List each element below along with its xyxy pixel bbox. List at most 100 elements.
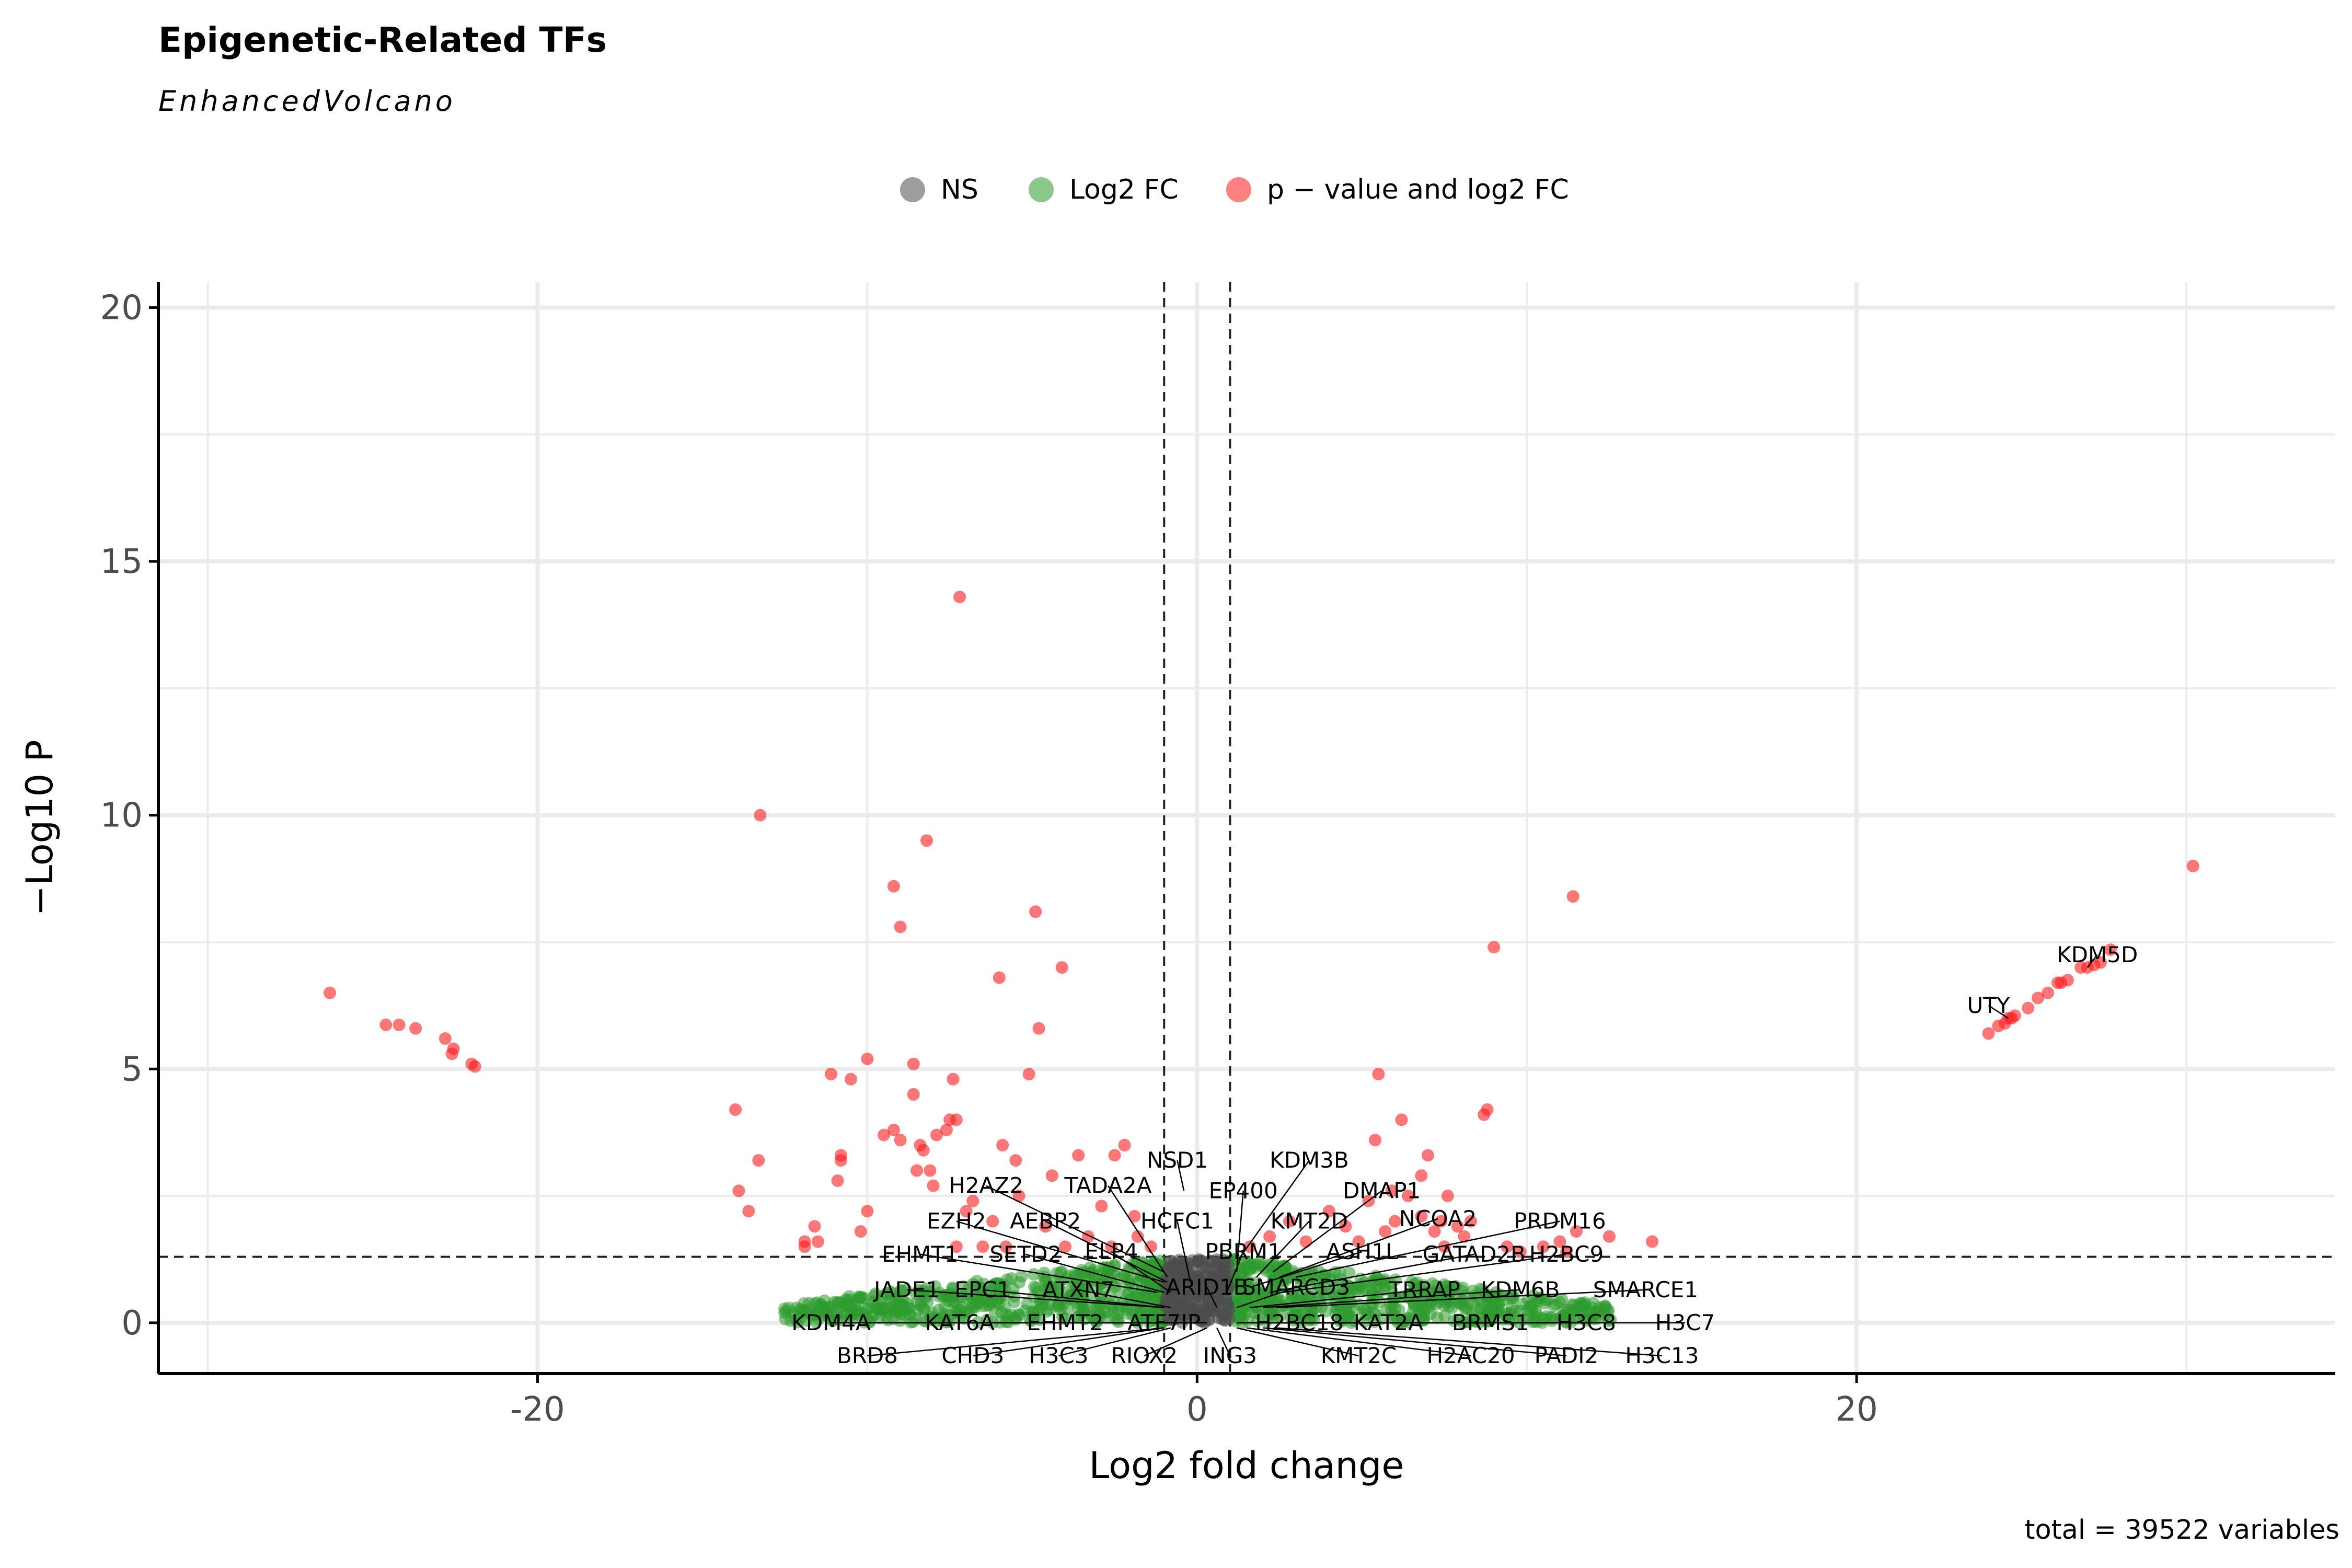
significant-point xyxy=(996,1138,1009,1151)
significant-point xyxy=(1009,1154,1022,1167)
significant-point xyxy=(1385,1184,1398,1197)
log2fc-point xyxy=(909,1312,922,1325)
significant-point xyxy=(1108,1149,1121,1162)
legend-item-ns: NS xyxy=(900,166,978,213)
label-connector xyxy=(1269,1253,1474,1293)
label-connector xyxy=(983,1289,1165,1308)
gene-label: UTY xyxy=(1967,993,2010,1018)
significant-point xyxy=(393,1018,406,1031)
significant-point xyxy=(1451,1220,1464,1233)
log2fc-point xyxy=(971,1274,984,1287)
significant-point xyxy=(953,591,966,604)
significant-point xyxy=(950,1113,963,1126)
significant-point xyxy=(1566,890,1579,903)
x-tick-label: 20 xyxy=(1835,1390,1877,1429)
log2fc-point xyxy=(959,1288,972,1301)
log2fc-point xyxy=(1294,1271,1307,1284)
log2fc-point xyxy=(1113,1284,1126,1297)
x-tick-label: -20 xyxy=(510,1390,565,1429)
significant-point xyxy=(2032,991,2045,1005)
significant-point xyxy=(1072,1149,1085,1162)
caption: total = 39522 variables xyxy=(2024,1515,2339,1546)
label-connector xyxy=(1045,1220,1168,1283)
significant-point xyxy=(2104,943,2117,956)
gene-label: EHMT1 xyxy=(882,1241,959,1267)
significant-point xyxy=(1481,1103,1494,1116)
gene-label: CHD3 xyxy=(941,1343,1004,1368)
significant-point xyxy=(1435,1215,1448,1228)
label-connector xyxy=(1078,1289,1171,1308)
label-connector xyxy=(1216,1328,1231,1356)
significant-point xyxy=(1458,1230,1471,1243)
significant-point xyxy=(1131,1230,1144,1243)
log2fc-point xyxy=(877,1289,890,1302)
significant-point xyxy=(861,1052,874,1065)
gene-label: KDM5D xyxy=(2057,942,2138,967)
log2fc-point xyxy=(1362,1307,1375,1320)
significant-point xyxy=(732,1184,745,1197)
significant-point xyxy=(894,920,907,933)
ns-point xyxy=(1159,1293,1172,1306)
log2fc-point xyxy=(790,1301,803,1315)
log2fc-point xyxy=(1371,1272,1384,1285)
log2fc-point xyxy=(1312,1287,1325,1300)
log2fc-point xyxy=(1521,1293,1535,1306)
log2fc-point xyxy=(843,1290,856,1303)
log2fc-point xyxy=(1231,1294,1244,1307)
label-connector xyxy=(1276,1289,1646,1308)
ns-point xyxy=(1172,1289,1185,1302)
legend-label-log2fc: Log2 FC xyxy=(1069,174,1179,205)
label-connector xyxy=(1236,1160,1310,1263)
ns-point xyxy=(1177,1308,1190,1321)
gene-label: H3C7 xyxy=(1655,1310,1715,1335)
significant-point xyxy=(844,1073,857,1086)
gene-label: KAT2A xyxy=(1354,1310,1424,1335)
ns-point xyxy=(1162,1261,1175,1274)
y-tick-label: 5 xyxy=(121,1050,143,1089)
log2fc-point xyxy=(1390,1311,1403,1324)
ns-point xyxy=(1208,1273,1221,1286)
gene-label: H3C13 xyxy=(1625,1343,1699,1368)
gene-label: SMARCE1 xyxy=(1593,1277,1698,1302)
significant-point xyxy=(1438,1240,1451,1253)
gene-label: KMT2C xyxy=(1321,1343,1397,1368)
log2fc-point xyxy=(1248,1258,1261,1271)
significant-point xyxy=(447,1042,460,1055)
gene-label: TRRAP xyxy=(1388,1277,1460,1302)
threshold-lines xyxy=(158,282,2335,1374)
gene-label: AEBP2 xyxy=(1010,1208,1081,1234)
log2fc-point xyxy=(1075,1289,1088,1302)
log2fc-point xyxy=(1438,1310,1451,1323)
significant-point xyxy=(1128,1209,1141,1223)
significant-point xyxy=(379,1018,393,1031)
gene-label: ELP4 xyxy=(1085,1239,1138,1264)
ns-point xyxy=(1192,1254,1205,1267)
ns-point xyxy=(1218,1313,1231,1327)
gene-label: EZH2 xyxy=(927,1208,986,1234)
ns-point xyxy=(1210,1282,1224,1295)
log2fc-point xyxy=(1477,1301,1490,1314)
label-connector xyxy=(1206,1287,1218,1308)
significant-point xyxy=(993,971,1006,984)
significant-point xyxy=(917,1144,930,1157)
significant-point xyxy=(910,1164,924,1177)
significant-point xyxy=(940,1123,953,1136)
gene-label: SETD2 xyxy=(989,1241,1062,1267)
log2fc-point xyxy=(1117,1269,1131,1282)
x-axis-title: Log2 fold change xyxy=(1089,1444,1404,1487)
significant-point xyxy=(907,1088,920,1101)
log2fc-point xyxy=(1015,1270,1028,1283)
significant-point xyxy=(729,1103,742,1116)
log2fc-point xyxy=(1306,1269,1319,1282)
label-connector xyxy=(1025,1253,1165,1293)
significant-point xyxy=(887,1123,900,1136)
gene-label: EP400 xyxy=(1209,1178,1278,1203)
significant-point xyxy=(920,834,933,847)
ns-point xyxy=(1206,1303,1219,1316)
significant-point xyxy=(1059,1240,1071,1253)
significant-point xyxy=(1022,1068,1035,1081)
log2fc-point xyxy=(1276,1261,1289,1274)
log2fc-point xyxy=(1054,1293,1067,1306)
significant-point xyxy=(1428,1225,1441,1238)
